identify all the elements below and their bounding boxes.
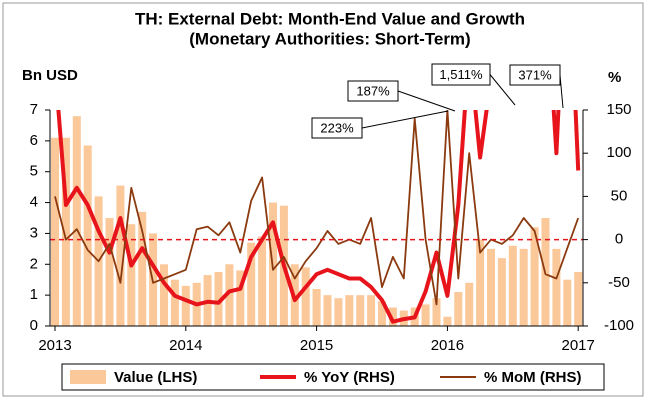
bar bbox=[378, 301, 386, 326]
y-tick-label: 7 bbox=[30, 101, 38, 118]
legend-label: % YoY (RHS) bbox=[304, 369, 395, 386]
x-tick-label: 2016 bbox=[431, 337, 464, 354]
y2-tick-label: 0 bbox=[615, 231, 623, 248]
y-tick-label: 5 bbox=[30, 163, 38, 180]
bar bbox=[476, 239, 485, 326]
annotation-box bbox=[431, 63, 491, 86]
annotation: 371% bbox=[518, 67, 552, 82]
bar bbox=[51, 137, 59, 326]
bar bbox=[160, 264, 168, 326]
bar bbox=[116, 185, 125, 326]
x-tick-label: 2017 bbox=[562, 337, 595, 354]
bar bbox=[127, 224, 136, 326]
bar bbox=[388, 307, 397, 326]
chart-title: TH: External Debt: Month-End Value and G… bbox=[135, 9, 525, 28]
y-tick-label: 1 bbox=[30, 286, 38, 303]
bar bbox=[312, 288, 321, 326]
bar bbox=[61, 137, 70, 326]
annotation: 1,511% bbox=[439, 67, 483, 82]
y2-tick-label: -100 bbox=[604, 317, 634, 334]
bar bbox=[258, 236, 267, 326]
line-series bbox=[56, 110, 581, 324]
bar bbox=[487, 248, 495, 326]
bar bbox=[72, 116, 81, 327]
legend-label: % MoM (RHS) bbox=[484, 369, 582, 386]
y2-tick-label: 150 bbox=[606, 101, 631, 118]
y-tick-label: 4 bbox=[30, 194, 38, 211]
bar bbox=[214, 272, 223, 326]
bar bbox=[356, 295, 365, 326]
x-tick-label: 2013 bbox=[38, 337, 71, 354]
y-tick-label: 0 bbox=[30, 317, 38, 334]
bar bbox=[225, 264, 234, 326]
bar bbox=[465, 282, 474, 326]
y2-axis-label: % bbox=[608, 69, 621, 86]
bar bbox=[236, 270, 245, 326]
bar bbox=[497, 258, 506, 326]
bar bbox=[563, 279, 572, 326]
bar bbox=[574, 272, 583, 326]
bar bbox=[181, 285, 190, 326]
bar bbox=[345, 295, 354, 326]
bar bbox=[432, 298, 441, 326]
annotation-box bbox=[347, 80, 399, 102]
bar bbox=[83, 145, 92, 326]
legend-box bbox=[61, 363, 605, 391]
bar bbox=[519, 248, 528, 326]
annotation-box bbox=[311, 117, 363, 139]
legend-label: Value (LHS) bbox=[114, 369, 197, 386]
bar bbox=[105, 218, 114, 326]
legend-swatch bbox=[70, 370, 106, 384]
y-tick-label: 3 bbox=[30, 224, 38, 241]
chart-subtitle: (Monetary Authorities: Short-Term) bbox=[189, 29, 470, 48]
bar bbox=[138, 211, 147, 326]
y2-tick-label: 100 bbox=[606, 144, 631, 161]
bar bbox=[454, 292, 463, 326]
y-tick-label: 6 bbox=[30, 132, 38, 149]
x-tick-label: 2014 bbox=[169, 337, 202, 354]
bar bbox=[301, 267, 310, 326]
y2-tick-label: 50 bbox=[611, 187, 628, 204]
annotation-box bbox=[509, 64, 561, 86]
bar bbox=[552, 248, 561, 326]
y-axis-label: Bn USD bbox=[22, 67, 78, 84]
annotation-leader bbox=[361, 110, 449, 129]
annotation-leader bbox=[489, 74, 516, 106]
bar bbox=[170, 279, 179, 326]
bar bbox=[421, 304, 430, 326]
bar bbox=[443, 316, 452, 326]
annotation: 187% bbox=[356, 83, 390, 98]
x-tick-label: 2015 bbox=[300, 337, 333, 354]
bar bbox=[334, 298, 343, 326]
bar bbox=[367, 295, 376, 326]
bar bbox=[247, 242, 256, 326]
bar bbox=[323, 295, 332, 326]
bar bbox=[508, 245, 517, 326]
y-tick-label: 2 bbox=[30, 255, 38, 272]
annotation: 223% bbox=[320, 120, 354, 135]
bar bbox=[530, 227, 539, 326]
annotation-leader bbox=[397, 90, 456, 112]
y2-tick-label: -50 bbox=[608, 274, 630, 291]
